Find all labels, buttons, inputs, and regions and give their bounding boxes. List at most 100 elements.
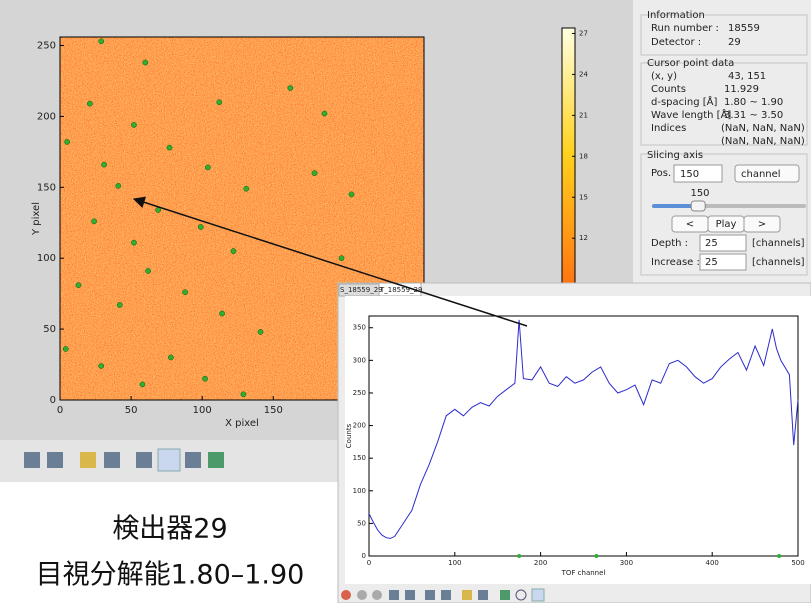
slider-thumb[interactable]	[691, 201, 705, 211]
peak-marker	[99, 39, 104, 44]
peak-marker	[146, 268, 151, 273]
icon[interactable]	[341, 590, 351, 600]
peak-marker	[143, 60, 148, 65]
peak-marker	[117, 302, 122, 307]
x-axis-label: X pixel	[225, 418, 259, 429]
unit: channel	[741, 169, 781, 180]
peak-marker	[205, 165, 210, 170]
y-tick-label: 0	[50, 395, 56, 406]
pos-value: 150	[680, 169, 699, 180]
value: 18559	[728, 23, 760, 34]
y-tick-label: 0	[362, 552, 366, 560]
peak-marker	[339, 256, 344, 261]
x-tick-label: 200	[534, 559, 547, 567]
tab-label: S_18559_29	[340, 286, 383, 294]
y-tick-label: 200	[37, 111, 56, 122]
y-tick-label: 150	[353, 454, 366, 462]
label: Indices	[651, 123, 686, 134]
colorbar-tick-label: 18	[579, 152, 588, 160]
label: Run number :	[651, 23, 719, 34]
x-tick-label: 0	[367, 559, 371, 567]
y-tick-label: 150	[37, 182, 56, 193]
peak-marker	[198, 224, 203, 229]
icon[interactable]	[80, 452, 96, 468]
icon[interactable]	[357, 590, 367, 600]
x-tick-label: 150	[264, 405, 283, 416]
icon[interactable]	[136, 452, 152, 468]
colorbar-tick-label: 24	[579, 70, 588, 78]
peak-marker	[87, 101, 92, 106]
x-tick-label: 100	[193, 405, 212, 416]
peak-marker	[217, 100, 222, 105]
peak-marker	[156, 207, 161, 212]
peak-marker	[517, 554, 521, 558]
peak-marker	[183, 290, 188, 295]
icon[interactable]	[47, 452, 63, 468]
value: 43, 151	[728, 71, 766, 82]
label: Pos.	[651, 168, 671, 179]
icon[interactable]	[425, 590, 435, 600]
caption: 検出器29	[112, 514, 227, 545]
slider-value: 150	[690, 188, 709, 199]
y-tick-label: 250	[37, 41, 56, 52]
peak-marker	[231, 249, 236, 254]
icon[interactable]	[24, 452, 40, 468]
value: 1.80 ~ 1.90	[724, 97, 783, 108]
icon[interactable]	[441, 590, 451, 600]
icon[interactable]	[405, 590, 415, 600]
colorbar-tick-label: 21	[579, 111, 588, 119]
peak-marker	[167, 145, 172, 150]
peak-marker	[288, 85, 293, 90]
icon[interactable]	[478, 590, 488, 600]
icon[interactable]	[532, 589, 544, 601]
peak-marker	[76, 283, 81, 288]
y-tick-label: 300	[353, 356, 366, 364]
depth-value: 25	[705, 238, 718, 249]
peak-marker	[92, 219, 97, 224]
icon[interactable]	[372, 590, 382, 600]
icon[interactable]	[500, 590, 510, 600]
colorbar-tick-label: 12	[579, 234, 588, 242]
icon[interactable]	[185, 452, 201, 468]
increase-value: 25	[705, 257, 718, 268]
y-tick-label: 100	[37, 253, 56, 264]
icon[interactable]	[158, 449, 180, 471]
caption: 目視分解能1.80–1.90	[36, 560, 305, 591]
peak-marker	[349, 192, 354, 197]
peak-marker	[594, 554, 598, 558]
value: 3.31 ~ 3.50	[724, 110, 783, 121]
peak-marker	[116, 183, 121, 188]
peak-marker	[777, 554, 781, 558]
y-axis-label: Counts	[345, 423, 353, 448]
button-label: <	[686, 219, 694, 230]
value: (NaN, NaN, NaN)	[721, 123, 805, 134]
peak-marker	[241, 392, 246, 397]
peak-marker	[312, 171, 317, 176]
peak-marker	[219, 311, 224, 316]
y-tick-label: 50	[43, 324, 56, 335]
icon[interactable]	[208, 452, 224, 468]
peak-marker	[131, 122, 136, 127]
peak-marker	[140, 382, 145, 387]
y-tick-label: 200	[353, 422, 366, 430]
peak-marker	[244, 186, 249, 191]
icon[interactable]	[104, 452, 120, 468]
peak-marker	[101, 162, 106, 167]
group-title: Cursor point data	[647, 58, 734, 69]
x-tick-label: 400	[706, 559, 719, 567]
label: Wave length [Å]	[651, 108, 731, 121]
label: (x, y)	[651, 71, 677, 82]
icon[interactable]	[462, 590, 472, 600]
peak-marker	[63, 346, 68, 351]
icon[interactable]	[389, 590, 399, 600]
unit: [channels]	[752, 257, 805, 268]
x-tick-label: 500	[791, 559, 804, 567]
unit: [channels]	[752, 238, 805, 249]
x-tick-label: 0	[57, 405, 63, 416]
group-title: Information	[647, 10, 705, 21]
value: (NaN, NaN, NaN)	[721, 136, 805, 147]
peak-marker	[258, 329, 263, 334]
colorbar-tick-label: 15	[579, 193, 588, 201]
y-tick-label: 350	[353, 324, 366, 332]
screen: Information Run number : 18559 Detector …	[0, 0, 811, 603]
